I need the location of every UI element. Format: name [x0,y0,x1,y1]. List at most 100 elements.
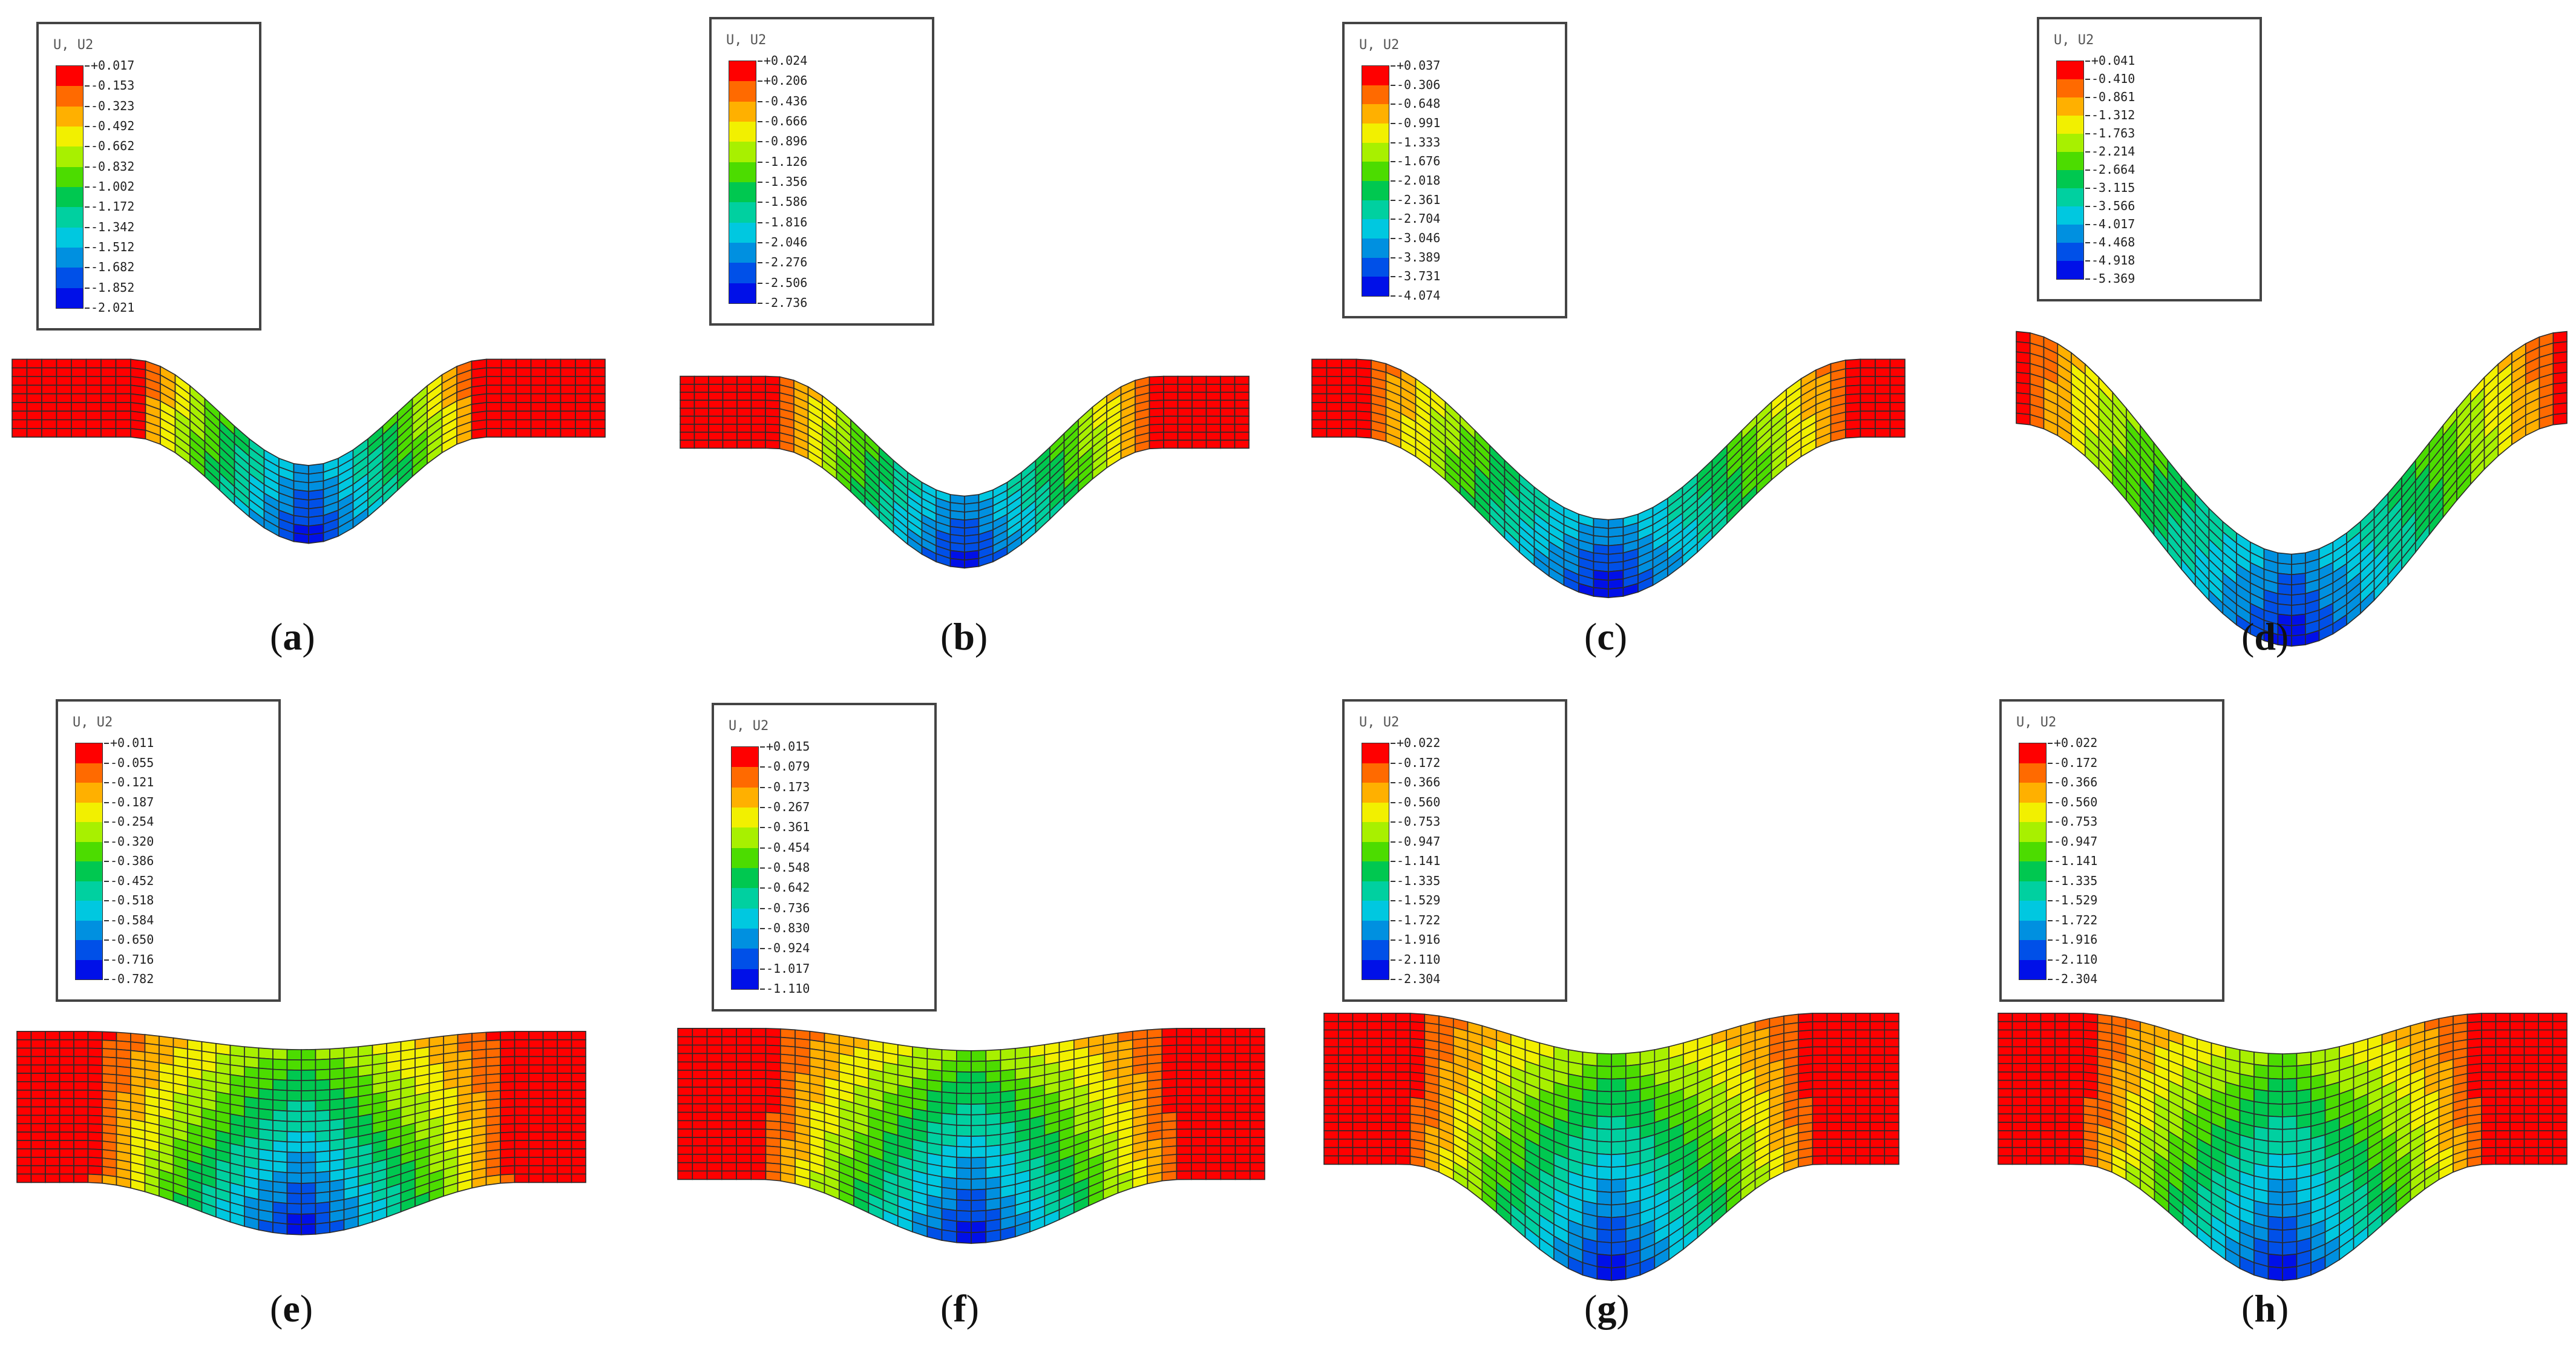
mesh-element [1998,1071,2013,1081]
mesh-element [315,1191,330,1204]
legend-value: -0.896 [764,134,808,149]
mesh-element [2068,1012,2084,1022]
mesh-element [2509,1113,2525,1123]
mesh-element [736,375,752,385]
legend-tick [758,161,762,163]
mesh-element [1190,1036,1207,1046]
mesh-element [301,1131,316,1143]
mesh-element [1845,358,1861,370]
mesh-element [1889,428,1906,438]
mesh-element [2040,1122,2056,1131]
mesh-element [100,358,117,369]
mesh-element [1220,439,1236,449]
mesh-element [1381,1088,1397,1098]
legend-value: -1.676 [1397,154,1441,169]
mesh-element [1190,1087,1207,1096]
mesh-element [528,1148,544,1158]
mesh-element [516,410,532,421]
mesh-element [1220,1170,1236,1180]
legend-value: -0.366 [2054,775,2098,789]
mesh-element [1337,1139,1354,1148]
mesh-element [2282,1216,2298,1231]
legend-value: -4.017 [2091,217,2135,231]
mesh-element [1323,1038,1339,1048]
mesh-element [1323,1139,1339,1148]
mesh-element [2011,1139,2027,1148]
mesh-element [941,1113,957,1126]
mesh-element [301,1141,316,1153]
mesh-element [571,1039,586,1049]
legend-tick [104,782,109,783]
mesh-element [2282,1077,2298,1093]
mesh-element [1326,367,1342,377]
caption-letter: c [1597,615,1614,658]
mesh-element [736,1103,752,1113]
mesh-element [2495,1113,2511,1123]
mesh-element [1889,419,1906,429]
mesh-element [87,1081,103,1091]
mesh-element [1234,1087,1251,1096]
legend-value: -1.333 [1397,134,1441,150]
legend-value: -2.736 [764,295,808,310]
mesh-element [2523,1122,2539,1131]
mesh-element [59,1173,74,1183]
mesh-element [2523,1139,2539,1148]
legend-value: -0.753 [2054,814,2098,829]
legend-value: -3.566 [2091,199,2135,213]
mesh-element [528,1114,544,1125]
mesh-element [1163,383,1179,393]
mesh-element [722,415,738,425]
mesh-element [1608,587,1624,599]
mesh-element [1355,393,1372,404]
mesh-element [1889,410,1906,421]
mesh-element [2267,1253,2283,1269]
mesh-element [765,1028,781,1038]
mesh-element [955,1188,972,1202]
mesh-element [1234,1154,1251,1163]
mesh-element [41,393,57,403]
mesh-element [2481,1130,2497,1140]
mesh-element [1869,1038,1886,1048]
mesh-element [2282,1103,2298,1117]
legend-value: -2.214 [2091,144,2135,159]
mesh-element [2523,1088,2539,1098]
mesh-element [545,384,562,395]
mesh-element [2054,1130,2070,1140]
mesh-element [1395,1046,1411,1056]
legend-tick [2085,169,2090,171]
mesh-element [45,1047,61,1058]
mesh-element [1177,439,1193,449]
mesh-element [2466,1155,2482,1168]
mesh-element [571,1165,586,1175]
mesh-element [1249,1094,1265,1105]
legend-tick [104,880,109,882]
legend-swatch [729,61,756,82]
mesh-element [71,410,87,421]
mesh-element [1381,1054,1397,1064]
mesh-element [1875,384,1891,395]
panel-h: U, U2 +0.022 -0.172 -0.366 -0.560 -0.753 -0.94… [1932,681,2575,1362]
legend-swatch [76,802,102,822]
legend-tick [2085,206,2090,207]
mesh-element [528,1030,544,1041]
mesh-element [721,1145,737,1155]
mesh-element [286,1162,302,1174]
mesh-element [542,1123,558,1133]
mesh-element [560,402,576,412]
legend-value: -5.369 [2091,271,2135,286]
legend-value: +0.041 [2091,53,2135,68]
mesh-element [500,1097,516,1108]
mesh-element [500,419,517,429]
mesh-element [59,1064,74,1074]
mesh-element [2040,1029,2056,1039]
legend-value: -0.452 [110,873,154,888]
deformed-mesh [1998,1012,2568,1281]
mesh-element [102,1031,117,1042]
mesh-element [706,1027,723,1038]
mesh-element [1998,1021,2013,1031]
mesh-element [2523,1130,2539,1140]
mesh-element [1205,1027,1222,1038]
legend-tick [1391,199,1395,201]
legend-value: -0.386 [110,854,154,868]
legend-tick [760,786,765,788]
